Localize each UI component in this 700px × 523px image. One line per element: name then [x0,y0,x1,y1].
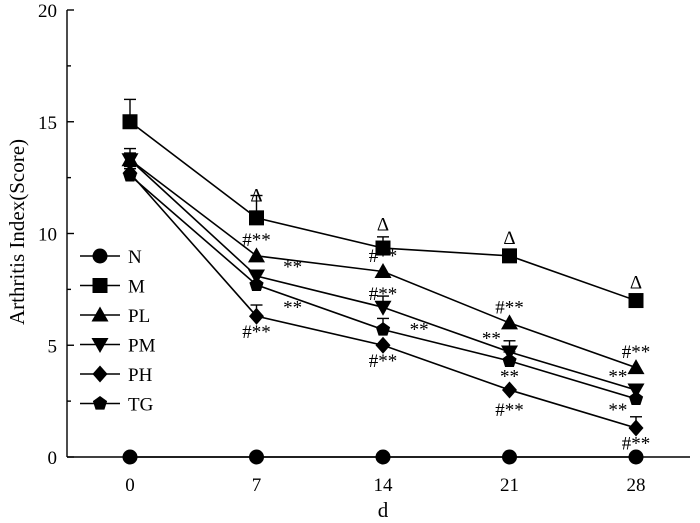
significance-label: Δ [630,273,642,294]
y-tick-label: 20 [38,1,57,22]
legend-marker [91,306,109,322]
significance-label: ** [500,367,519,388]
legend-label: N [128,247,142,268]
significance-label: Δ [250,186,262,207]
data-point-ph [628,419,644,437]
significance-label: ** [283,257,302,278]
x-tick-label: 0 [125,475,135,496]
significance-label: ** [482,329,501,350]
significance-label: ** [608,400,627,421]
legend-label: PM [128,336,156,357]
significance-label: Δ [377,215,389,236]
data-point-m [628,293,644,309]
y-axis-title: Arthritis Index(Score) [5,139,29,325]
y-tick-label: 5 [48,336,58,357]
data-point-ph [502,381,517,399]
series-n [122,449,644,465]
x-tick-label: 21 [500,475,519,496]
data-point-pm [627,383,645,399]
x-tick-label: 14 [374,475,394,496]
legend-label: TG [128,395,154,416]
data-point-pl [501,314,518,330]
legend-marker [92,396,108,410]
significance-label: #** [622,342,651,363]
y-tick-label: 0 [48,448,58,469]
significance-label: #** [369,246,398,267]
y-tick-label: 10 [38,225,57,246]
data-point-tg [375,322,391,336]
legend-marker [91,338,109,353]
y-tick-label: 15 [38,113,57,134]
x-tick-label: 7 [252,475,262,496]
data-point-pm [374,300,392,316]
data-point-n [628,449,644,465]
significance-label: ** [410,320,429,341]
significance-label: #** [242,322,271,343]
data-point-m [122,114,138,130]
legend-marker [92,365,108,383]
significance-label: ** [283,297,302,318]
data-point-n [249,449,264,465]
significance-label: #** [495,297,524,318]
legend-item-pm: PM [80,336,156,357]
significance-label: Δ [503,228,515,249]
legend-marker [92,248,108,264]
data-point-pl [248,247,265,263]
legend-label: PH [128,365,153,386]
legend-marker [92,278,108,293]
legend-item-ph: PH [80,365,153,386]
legend-item-n: N [80,247,142,268]
x-tick-label: 28 [627,475,646,496]
series-layer [121,98,645,465]
legend-item-tg: TG [80,395,154,416]
significance-label: #** [495,400,524,421]
data-point-m [249,210,264,226]
data-point-m [502,248,517,264]
significance-label: #** [369,284,398,305]
data-point-n [502,449,517,465]
series-m [122,98,644,309]
legend-item-m: M [80,277,145,298]
significance-label: ** [608,367,627,388]
data-point-pl [374,262,392,278]
data-point-tg [628,391,644,405]
data-point-m [375,240,391,256]
data-point-tg [249,277,264,291]
data-point-pl [627,359,645,375]
data-point-n [122,449,138,465]
significance-label: #** [242,230,271,251]
x-axis-title: d [378,498,389,522]
significance-label: #** [622,434,651,455]
data-point-pm [121,153,139,169]
series-tg [122,167,644,405]
legend: NM PL PM PH TG [80,247,156,416]
legend-label: M [128,277,145,298]
data-point-ph [249,307,264,325]
data-point-n [375,449,391,465]
legend-label: PL [128,306,150,327]
annotations: Δ Δ Δ Δ #** ** ** #** #** #** ** #** #** ** ** #** #** **… [242,186,650,455]
data-point-tg [502,353,517,367]
legend-item-pl: PL [80,306,150,327]
data-point-ph [375,336,391,354]
significance-label: #** [369,351,398,372]
data-point-tg [122,167,138,182]
